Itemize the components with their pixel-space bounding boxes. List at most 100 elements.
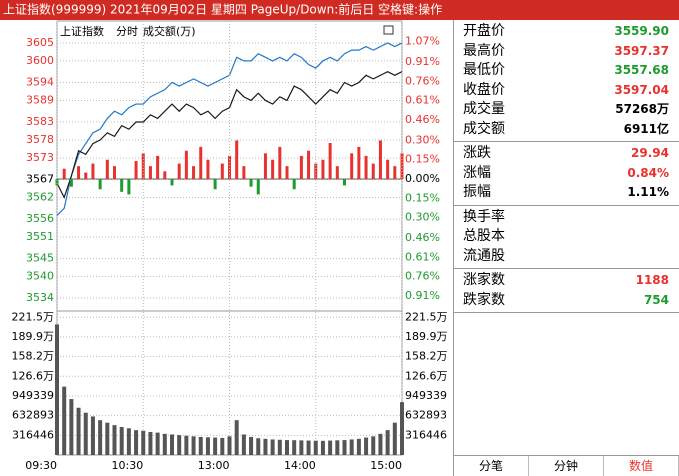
breadth-bar [199, 146, 203, 179]
y2-tick-label: 0.00% [405, 172, 440, 185]
volume-bar [349, 439, 354, 455]
breadth-bar [278, 146, 282, 179]
breadth-bar [98, 178, 102, 190]
info-row: 最高价 3597.37 [454, 42, 679, 62]
y-tick-label: 3556 [26, 212, 54, 225]
info-row: 成交量 57268万 [454, 100, 679, 120]
info-label: 振幅 [463, 184, 491, 200]
volume-bar [400, 402, 404, 455]
breadth-bar [69, 178, 73, 187]
volume-bar [155, 432, 160, 455]
y-tick-label: 3594 [26, 75, 54, 88]
info-label: 收盘价 [463, 81, 505, 98]
y-tick-label: 221.5万 [12, 310, 55, 323]
y-tick-label: 3605 [26, 36, 54, 49]
y2-tick-label: 0.46% [405, 231, 440, 244]
volume-bar [98, 420, 103, 455]
price-line [56, 71, 403, 200]
volume-bar [234, 420, 239, 455]
breadth-bar [156, 155, 160, 179]
breadth-bar [386, 159, 390, 179]
y-tick-label-right: 126.6万 [405, 369, 448, 382]
settings-icon[interactable] [383, 25, 394, 35]
tab[interactable]: 分钟 [529, 456, 604, 476]
info-label: 开盘价 [463, 23, 505, 39]
breadth-bar [271, 159, 275, 179]
y-tick-label: 632893 [12, 409, 54, 422]
volume-bar [170, 434, 174, 455]
info-value: 57268万 [615, 102, 669, 116]
title-bar: 上证指数(999999) 2021年09月02日 星期四 PageUp/Down… [3, 2, 442, 17]
y-tick-label: 3545 [26, 252, 54, 265]
info-row: 涨幅 0.84% [454, 164, 679, 184]
volume-bar [292, 440, 297, 455]
volume-bar [162, 433, 167, 455]
y2-tick-label: 0.30% [405, 211, 440, 224]
volume-bar [83, 412, 88, 455]
tab[interactable]: 分笔 [454, 456, 529, 476]
volume-bar [263, 438, 268, 455]
info-label: 成交量 [463, 101, 505, 117]
volume-bar [141, 430, 146, 455]
volume-bar [342, 440, 347, 455]
volume-bar [90, 416, 95, 455]
info-panel: 开盘价 3559.90 最高价 3597.37 最低价 3557.68 收盘价 3597.04… [453, 20, 679, 476]
info-value: 3597.37 [614, 43, 669, 58]
breadth-bar [292, 178, 296, 190]
breadth-bar [77, 166, 81, 179]
breadth-bar [55, 178, 59, 186]
volume-bar [306, 440, 311, 455]
info-row: 跌家数 754 [454, 291, 679, 311]
volume-bar [378, 433, 383, 455]
y-tick-label: 3534 [26, 291, 54, 304]
breadth-bar [242, 166, 246, 179]
volume-bar [256, 438, 261, 455]
info-row: 换手率 [454, 208, 679, 228]
y-tick-label: 3573 [26, 151, 54, 164]
info-group: 涨跌 29.94 涨幅 0.84% 振幅 1.11% [454, 142, 679, 206]
info-value: 754 [643, 292, 669, 307]
volume-bar [285, 440, 289, 455]
y-tick-label-right: 189.9万 [405, 330, 448, 343]
info-label: 最高价 [463, 42, 505, 59]
info-row: 振幅 1.11% [454, 183, 679, 203]
breadth-bar [335, 166, 339, 179]
volume-bar [270, 439, 275, 455]
info-value: 1.11% [627, 185, 669, 199]
breadth-bar [113, 166, 116, 179]
volume-bar [241, 434, 246, 455]
info-label: 流通股 [463, 247, 505, 264]
tab[interactable]: 数值 [604, 456, 679, 476]
y-tick-label: 3589 [26, 93, 54, 106]
volume-bar [205, 437, 210, 455]
title-bar-bg [0, 0, 679, 20]
breadth-bar [163, 171, 167, 179]
info-groups: 开盘价 3559.90 最高价 3597.37 最低价 3557.68 收盘价 3597.04… [454, 20, 679, 313]
y-tick-label-right: 632893 [405, 409, 447, 422]
info-value: 29.94 [631, 146, 669, 160]
chart-label: 上证指数 [60, 24, 104, 38]
y2-tick-label: 1.07% [405, 35, 440, 48]
info-row: 最低价 3557.68 [454, 61, 679, 81]
volume-bar [62, 386, 67, 455]
volume-bar [220, 437, 225, 455]
info-row: 成交额 6911亿 [454, 120, 679, 140]
volume-bar [328, 440, 333, 455]
volume-bar [76, 407, 81, 455]
info-label: 成交额 [463, 120, 505, 137]
breadth-bar [299, 155, 303, 179]
info-value: 3557.68 [614, 63, 669, 77]
y-tick-label: 949339 [12, 389, 54, 402]
y2-tick-label: 0.61% [405, 94, 440, 107]
y2-tick-label: 0.76% [405, 74, 440, 87]
volume-bar [392, 422, 397, 455]
volume-bar [277, 439, 282, 455]
info-label: 涨跌 [463, 145, 491, 161]
breadth-bar [148, 166, 152, 179]
y2-tick-label: 0.30% [405, 133, 440, 146]
y-tick-label-right: 316446 [405, 428, 447, 441]
volume-bar [385, 430, 390, 455]
y-tick-label: 3540 [26, 270, 54, 283]
